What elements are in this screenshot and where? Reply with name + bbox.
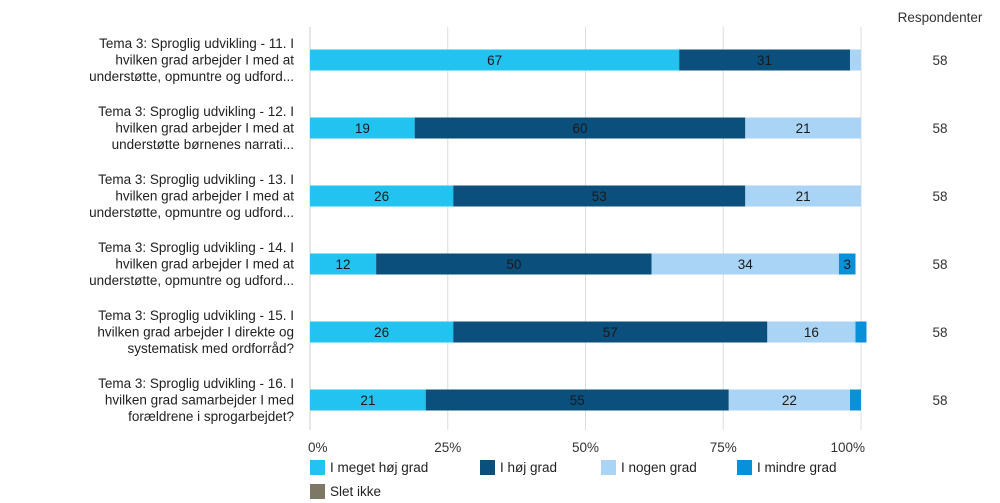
respondent-count: 58 xyxy=(932,121,947,136)
data-label: 31 xyxy=(757,53,772,68)
x-tick-label: 50% xyxy=(572,440,599,455)
x-tick-label: 75% xyxy=(710,440,737,455)
respondent-count: 58 xyxy=(932,53,947,68)
legend-item: I høj grad xyxy=(480,460,557,475)
legend: I meget høj grad I høj grad I nogen grad I … xyxy=(310,460,837,499)
data-label: 67 xyxy=(487,53,502,68)
legend-item: I nogen grad xyxy=(601,460,697,475)
data-label: 21 xyxy=(796,121,811,136)
bar-segment xyxy=(310,117,415,139)
bar-segment xyxy=(849,389,861,411)
bar-segment xyxy=(651,253,839,275)
data-label: 26 xyxy=(374,189,389,204)
bar-segment xyxy=(728,389,850,411)
data-label: 53 xyxy=(592,189,607,204)
x-tick-label: 100% xyxy=(830,440,865,455)
bar-segment xyxy=(310,389,426,411)
bar-segment xyxy=(310,321,454,343)
legend-item: I meget høj grad xyxy=(310,460,428,475)
data-label: 21 xyxy=(796,189,811,204)
legend-label: I høj grad xyxy=(500,460,557,475)
bar-segment xyxy=(310,49,680,71)
bar-segment xyxy=(745,185,861,207)
data-label: 21 xyxy=(360,393,375,408)
bar-segment xyxy=(310,253,377,275)
legend-swatch xyxy=(737,460,752,475)
grid-lines xyxy=(309,27,862,430)
legend-label: I nogen grad xyxy=(621,460,697,475)
legend-label: I mindre grad xyxy=(757,460,837,475)
respondents-header: Respondenter xyxy=(898,10,983,25)
respondents-column: Respondenter 58 58 58 58 58 58 xyxy=(898,10,983,408)
legend-swatch xyxy=(601,460,616,475)
bar-segment xyxy=(838,253,856,275)
data-label: 60 xyxy=(572,121,587,136)
respondent-count: 58 xyxy=(932,393,947,408)
respondent-count: 58 xyxy=(932,325,947,340)
legend-label: I meget høj grad xyxy=(330,460,428,475)
bar-segment xyxy=(855,321,867,343)
bar-segment xyxy=(849,49,861,71)
legend-swatch xyxy=(480,460,495,475)
data-label: 19 xyxy=(355,121,370,136)
data-label: 55 xyxy=(570,393,585,408)
data-label: 26 xyxy=(374,325,389,340)
x-tick-label: 25% xyxy=(434,440,461,455)
data-label: 16 xyxy=(804,325,819,340)
respondent-count: 58 xyxy=(932,257,947,272)
bar-segment xyxy=(414,117,746,139)
bar-segment xyxy=(679,49,850,71)
bars: 67 31 19 60 21 26 53 21 12 50 34 3 26 57 16 21 55 22 xyxy=(310,49,867,411)
data-label: 22 xyxy=(782,393,797,408)
bar-segment xyxy=(425,389,729,411)
data-label: 50 xyxy=(506,257,521,272)
x-tick-label: 0% xyxy=(308,440,328,455)
x-tick-labels: 0% 25% 50% 75% 100% xyxy=(308,440,865,455)
bar-segment xyxy=(767,321,856,343)
data-label: 12 xyxy=(336,257,351,272)
legend-swatch xyxy=(310,460,325,475)
bar-segment xyxy=(310,185,454,207)
data-label: 34 xyxy=(738,257,754,272)
legend-swatch xyxy=(310,484,325,499)
bar-segment xyxy=(745,117,861,139)
legend-label: Slet ikke xyxy=(330,484,381,499)
data-label: 3 xyxy=(843,257,851,272)
bar-segment xyxy=(376,253,652,275)
bar-segment xyxy=(453,321,768,343)
respondent-count: 58 xyxy=(932,189,947,204)
data-label: 57 xyxy=(603,325,618,340)
legend-item: Slet ikke xyxy=(310,484,381,499)
bar-segment xyxy=(453,185,746,207)
legend-item: I mindre grad xyxy=(737,460,837,475)
